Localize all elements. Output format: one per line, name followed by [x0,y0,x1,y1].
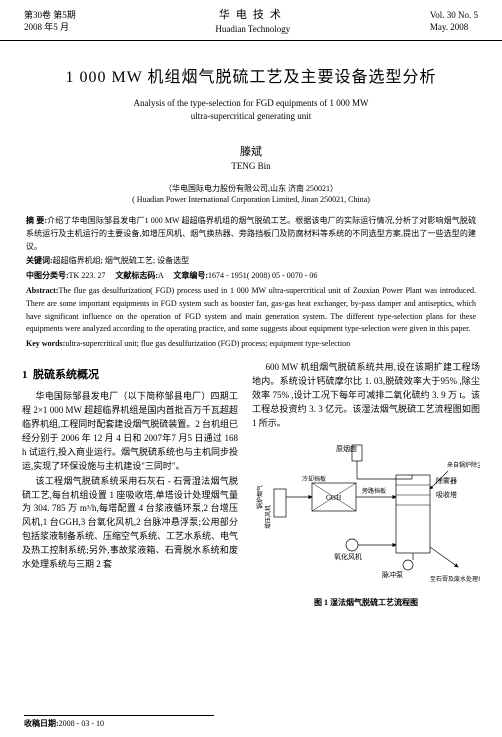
kw-zh-text: 超超临界机组; 烟气脱硫工艺; 设备选型 [53,256,189,265]
title-block: 1 000 MW 机组烟气脱硫工艺及主要设备选型分析 Analysis of t… [0,41,502,135]
lbl-raw: 原烟囱 [336,444,357,453]
para-3: 600 MW 机组烟气脱硫系统共用,设在该期扩建工程场地内。系统设计钙硫摩尔比 … [252,361,480,431]
abstract-zh-label: 摘 要: [26,216,47,225]
date-en: May. 2008 [430,22,478,34]
art-label: 文章编号: [173,271,208,280]
section-1-heading: 1 脱硫系统概况 [22,367,238,384]
affil-cn: （华电国际电力股份有限公司,山东 济南 250021） [0,183,502,194]
journal-name-cn: 华电技术 [215,8,290,23]
author-cn: 滕斌 [0,145,502,160]
kw-en-label: Key words: [26,339,65,348]
art-val: 1674 - 1951( 2008) 05 - 0070 - 06 [208,271,317,280]
abstract-zh-text: 介绍了华电国际邹县发电厂1 000 MW 超超临界机组的烟气脱硫工艺。根据该电厂… [26,216,476,251]
column-right: 600 MW 机组烟气脱硫系统共用,设在该期扩建工程场地内。系统设计钙硫摩尔比 … [252,361,480,609]
vol-issue-cn: 第30卷 第5期 [24,10,76,22]
lbl-abs: 吸收塔 [436,490,457,499]
affil-en: ( Huadian Power International Corporatio… [0,194,502,205]
lbl-cool: 冷却挡板 [302,475,326,483]
lbl-drain: 至石膏及废水处理系统 [430,575,480,583]
body-columns: 1 脱硫系统概况 华电国际邹县发电厂（以下简称邹县电厂）四期工程 2×1 000… [0,353,502,609]
column-left: 1 脱硫系统概况 华电国际邹县发电厂（以下简称邹县电厂）四期工程 2×1 000… [22,361,238,609]
footnote-label: 收稿日期: [24,719,59,728]
doc-label: 文献标志码: [115,271,158,280]
vol-issue-en: Vol. 30 No. 5 [430,10,478,22]
header-left: 第30卷 第5期 2008 年5 月 [24,10,76,33]
title-en-l1: Analysis of the type-selection for FGD e… [20,97,482,110]
sec1-num: 1 [22,369,28,381]
abstract-en: Abstract:The flue gas desulfurization( F… [26,285,476,336]
header-center: 华电技术 Huadian Technology [215,8,290,36]
kw-en-text: ultra-supercritical unit; flue gas desul… [65,339,350,348]
classification-row: 中图分类号:TK 223. 27 文献标志码:A 文章编号:1674 - 195… [26,270,476,283]
footnote: 收稿日期:2008 - 03 - 10 [24,715,214,729]
lbl-ggh: GGH [326,494,341,502]
abstract-en-label: Abstract: [26,286,58,295]
cls-label: 中图分类号: [26,271,69,280]
sec1-title: 脱硫系统概况 [33,369,99,381]
para-2: 该工程烟气脱硫系统采用石灰石 - 石膏湿法烟气脱硫工艺,每台机组设置 1 座吸收… [22,475,238,573]
abstract-block: 摘 要:介绍了华电国际邹县发电厂1 000 MW 超超临界机组的烟气脱硫工艺。根… [0,215,502,351]
abstract-en-text: The flue gas desulfurization( FGD) proce… [26,286,476,333]
title-cn: 1 000 MW 机组烟气脱硫工艺及主要设备选型分析 [20,67,482,89]
lbl-byp: 旁路挡板 [362,487,386,495]
lbl-pump: 脉冲泵 [382,570,403,579]
author-en: TENG Bin [0,160,502,173]
keywords-zh: 关键词:超超临界机组; 烟气脱硫工艺; 设备选型 [26,255,476,268]
flow-diagram: 原烟囱 GGH 冷却挡板 旁路挡板 吸收塔 除雾器 来自锅炉除尘器 [252,437,480,595]
kw-zh-label: 关键词: [26,256,53,265]
journal-name-en: Huadian Technology [215,23,290,36]
para-1: 华电国际邹县发电厂（以下简称邹县电厂）四期工程 2×1 000 MW 超超临界机… [22,390,238,474]
affiliation: （华电国际电力股份有限公司,山东 济南 250021） ( Huadian Po… [0,183,502,205]
figure-1: 原烟囱 GGH 冷却挡板 旁路挡板 吸收塔 除雾器 来自锅炉除尘器 [252,437,480,609]
abstract-zh: 摘 要:介绍了华电国际邹县发电厂1 000 MW 超超临界机组的烟气脱硫工艺。根… [26,215,476,253]
keywords-en: Key words:ultra-supercritical unit; flue… [26,338,476,351]
figure-1-caption: 图 1 湿法烟气脱硫工艺流程图 [252,597,480,609]
lbl-oxid: 氧化风机 [334,552,362,561]
doc-val: A [158,271,163,280]
lbl-boiler: 来自锅炉除尘器 [447,461,480,469]
svg-text:增压风机: 增压风机 [264,505,272,529]
svg-text:锅炉烟气: 锅炉烟气 [256,485,264,509]
date-cn: 2008 年5 月 [24,22,76,34]
cls-val: TK 223. 27 [69,271,106,280]
journal-header: 第30卷 第5期 2008 年5 月 华电技术 Huadian Technolo… [0,0,502,41]
title-en-l2: ultra-supercritical generating unit [20,110,482,123]
footnote-date: 2008 - 03 - 10 [59,719,104,728]
author-block: 滕斌 TENG Bin [0,145,502,173]
header-right: Vol. 30 No. 5 May. 2008 [430,10,478,33]
lbl-dem: 除雾器 [436,476,457,485]
